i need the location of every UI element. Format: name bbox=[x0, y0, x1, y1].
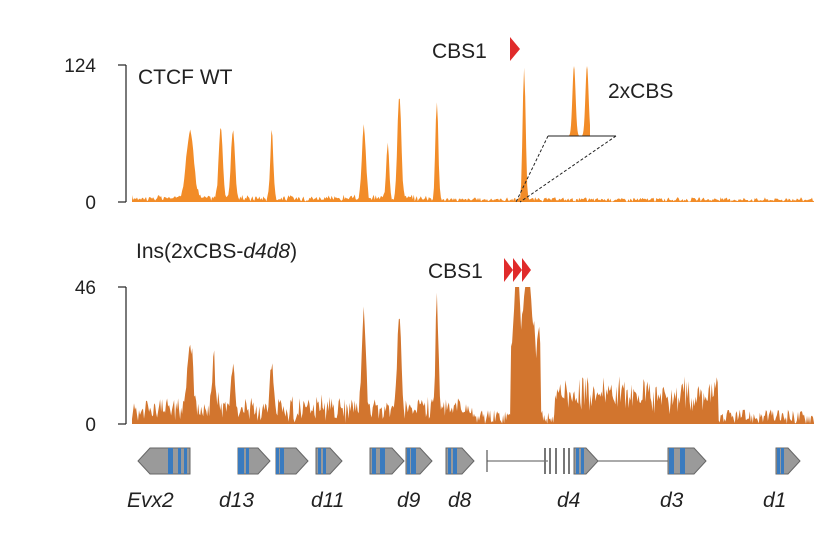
gene-label-evx2: Evx2 bbox=[127, 489, 174, 512]
gene-track: Evx2 d13 d11 d9 d8 d4 d3 d1 bbox=[127, 447, 801, 512]
gene-d9 bbox=[369, 447, 433, 475]
inset-2xcbs: 2xCBS bbox=[515, 66, 673, 203]
gene-label-d1: d1 bbox=[763, 489, 786, 512]
cbs1-arrow-icon bbox=[510, 37, 520, 61]
cbs1-triple-arrow-icon bbox=[504, 258, 531, 282]
ins-label-suffix: ) bbox=[290, 240, 297, 263]
gene-d4-locus bbox=[486, 447, 668, 475]
gene-label-d9: d9 bbox=[397, 489, 421, 512]
wt-signal-track bbox=[132, 67, 814, 202]
gene-label-d3: d3 bbox=[660, 489, 684, 512]
gene-label-d13: d13 bbox=[219, 489, 254, 512]
ins-signal-track bbox=[132, 287, 814, 424]
ins-label-prefix: Ins(2xCBS- bbox=[136, 240, 243, 263]
ins-label-italic: d4d8 bbox=[243, 240, 290, 263]
inset-connector-right bbox=[519, 135, 617, 203]
gene-label-d4: d4 bbox=[557, 489, 580, 512]
ins-ymin-label: 0 bbox=[85, 415, 96, 436]
gene-d11 bbox=[315, 447, 343, 475]
inset-connector-left bbox=[515, 135, 549, 203]
ins-ymax-label: 46 bbox=[75, 278, 96, 299]
track-ins: 46 0 Ins(2xCBS-d4d8) CBS1 bbox=[75, 240, 814, 436]
ins-track-label: Ins(2xCBS-d4d8) bbox=[136, 240, 297, 263]
inset-label: 2xCBS bbox=[608, 80, 673, 103]
gene-evx2 bbox=[137, 447, 191, 475]
gene-d8 bbox=[445, 447, 475, 475]
ins-cbs-label: CBS1 bbox=[428, 260, 483, 283]
gene-d13 bbox=[237, 447, 309, 475]
gene-d3 bbox=[667, 447, 707, 475]
gene-d1 bbox=[775, 447, 801, 475]
wt-ymax-label: 124 bbox=[64, 56, 96, 77]
track-wt: 124 0 CTCF WT CBS1 2xCBS bbox=[64, 37, 814, 214]
gene-label-d11: d11 bbox=[311, 489, 344, 512]
inset-signal bbox=[560, 66, 590, 136]
wt-ymin-label: 0 bbox=[85, 193, 96, 214]
wt-track-label: CTCF WT bbox=[138, 66, 233, 89]
wt-cbs-label: CBS1 bbox=[432, 40, 487, 63]
gene-label-d8: d8 bbox=[448, 489, 472, 512]
